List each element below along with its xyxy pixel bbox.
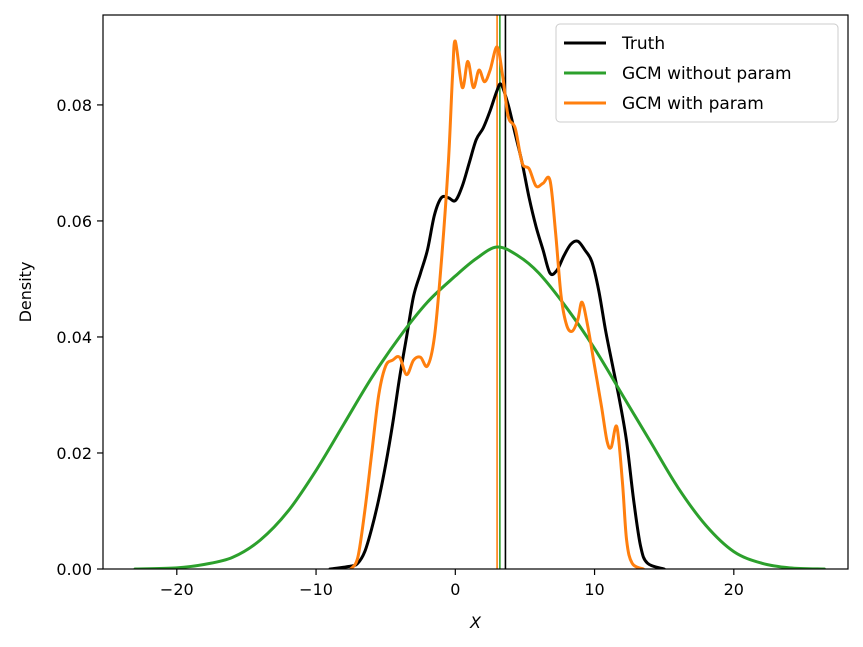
x-tick-label: 20 [724,580,744,599]
legend-label: GCM with param [622,94,764,114]
y-axis-label: Density [16,262,35,323]
x-tick-label: 0 [450,580,460,599]
y-tick-label: 0.00 [56,560,92,579]
axes: −20 −10 0 10 20 0.00 0.02 0.04 0.06 0.08 [56,14,849,599]
plot-content [133,15,826,569]
legend-box [555,23,839,123]
y-tick-label: 0.02 [56,444,92,463]
y-tick-label: 0.04 [56,328,92,347]
x-tick-label: −10 [299,580,333,599]
y-tick-label: 0.06 [56,212,92,231]
legend-label: Truth [621,34,665,54]
axes-frame [102,14,849,570]
series-line-0 [328,82,666,569]
x-axis-label: X [469,613,482,632]
x-tick-label: −20 [160,580,194,599]
y-tick-label: 0.08 [56,96,92,115]
series-line-2 [349,39,645,569]
legend-label: GCM without param [622,64,792,84]
series-line-1 [133,245,826,569]
legend: Truth GCM without param GCM with param [555,23,839,123]
x-tick-label: 10 [584,580,604,599]
